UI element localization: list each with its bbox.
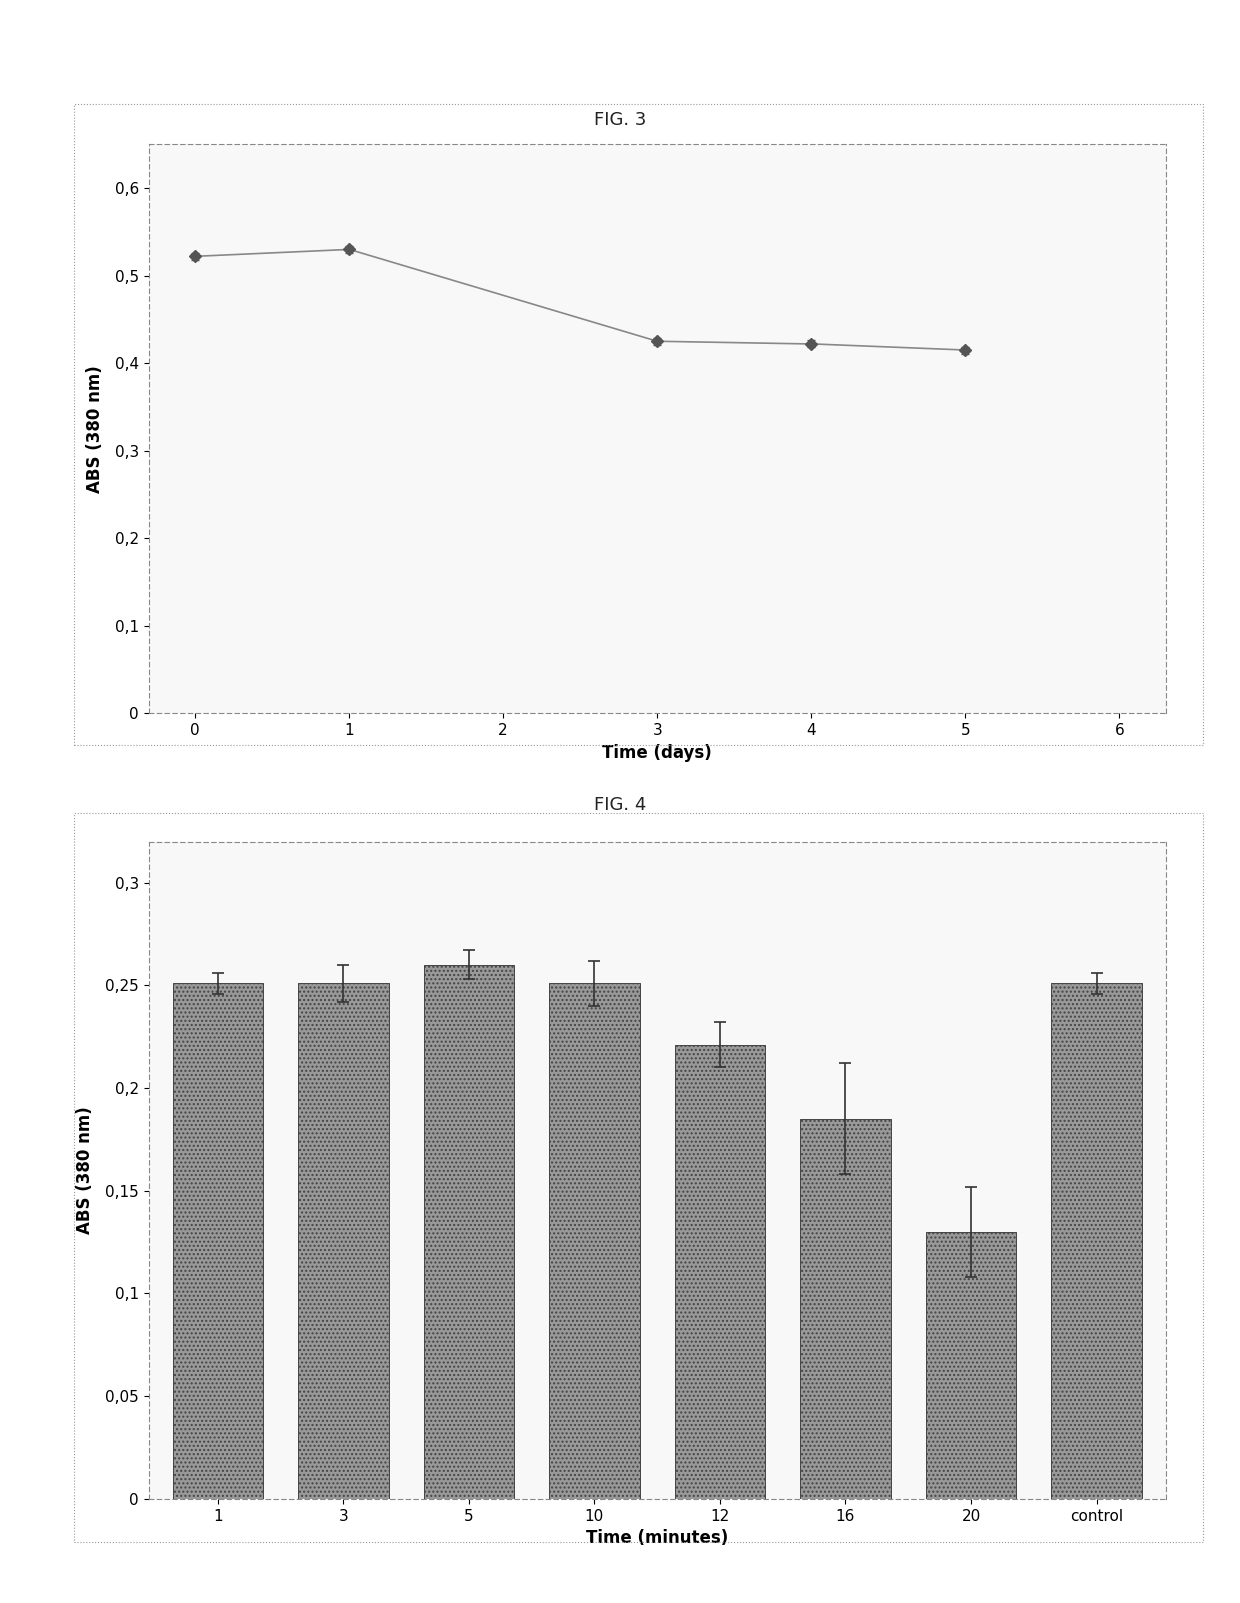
Bar [172,983,263,1499]
Bar [675,1045,765,1499]
X-axis label: Time (minutes): Time (minutes) [587,1529,728,1547]
Bar [1052,983,1142,1499]
Bar [926,1231,1017,1499]
Bar [549,983,640,1499]
Bar [800,1119,890,1499]
Bar [298,983,388,1499]
Text: FIG. 3: FIG. 3 [594,111,646,130]
Text: FIG. 4: FIG. 4 [594,795,646,814]
X-axis label: Time (days): Time (days) [603,744,712,761]
Y-axis label: ABS (380 nm): ABS (380 nm) [86,365,104,492]
Bar [424,965,515,1499]
Y-axis label: ABS (380 nm): ABS (380 nm) [76,1106,94,1234]
